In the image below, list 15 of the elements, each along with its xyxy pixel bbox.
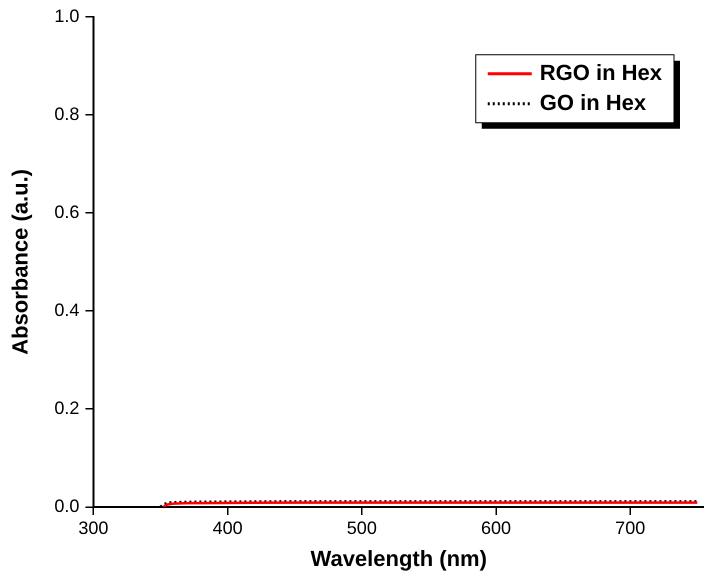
y-tick-label: 0.8 bbox=[54, 104, 80, 124]
x-tick-label: 600 bbox=[480, 518, 512, 538]
y-tick-label: 0.0 bbox=[54, 496, 80, 516]
y-axis-title: Absorbance (a.u.) bbox=[7, 168, 32, 355]
x-tick-label: 700 bbox=[615, 518, 646, 538]
y-tick-label: 1.0 bbox=[54, 6, 80, 26]
y-tick-label: 0.6 bbox=[54, 202, 80, 222]
x-tick-label: 500 bbox=[346, 518, 377, 538]
legend-label: RGO in Hex bbox=[540, 60, 663, 85]
y-tick-label: 0.4 bbox=[54, 300, 80, 320]
x-axis-title: Wavelength (nm) bbox=[310, 546, 487, 571]
y-tick-label: 0.2 bbox=[54, 398, 80, 418]
legend-label: GO in Hex bbox=[540, 90, 647, 115]
x-tick-label: 400 bbox=[212, 518, 243, 538]
x-tick-label: 300 bbox=[78, 518, 108, 538]
